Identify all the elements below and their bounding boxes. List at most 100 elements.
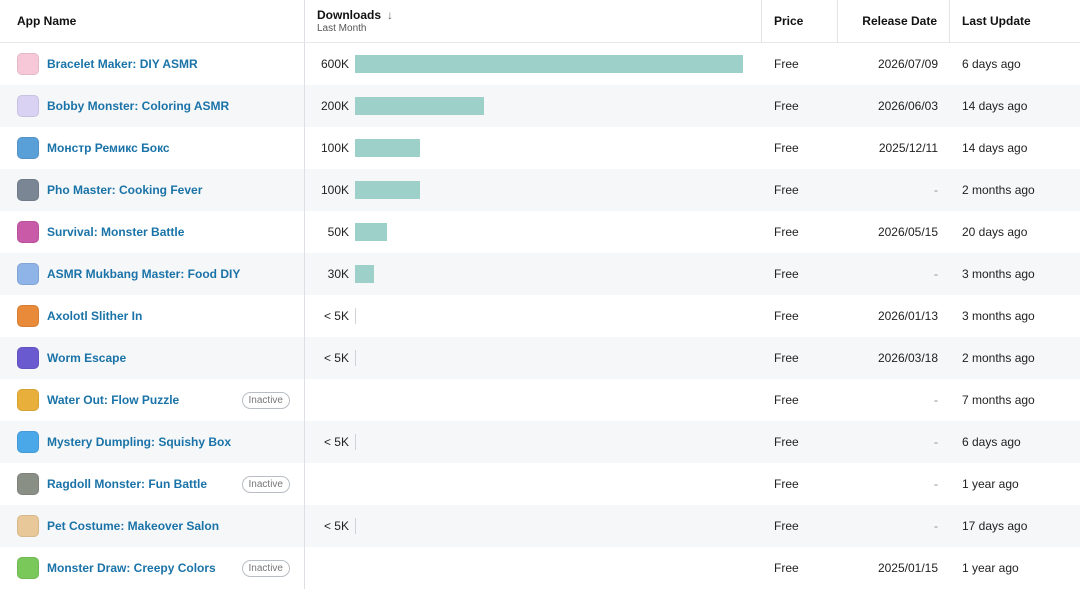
ragdoll-icon[interactable] bbox=[17, 473, 39, 495]
last-update-value: 2 months ago bbox=[962, 351, 1035, 365]
app-name-link[interactable]: Axolotl Slither In bbox=[47, 309, 143, 323]
price-cell: Free bbox=[762, 169, 838, 211]
downloads-cell: 200K bbox=[305, 85, 762, 127]
last-update-value: 17 days ago bbox=[962, 519, 1028, 533]
table-row[interactable]: Axolotl Slither In < 5K Free 2026/01/13 3 mo… bbox=[0, 295, 1080, 337]
header-price[interactable]: Price bbox=[762, 0, 838, 42]
last-update-value: 6 days ago bbox=[962, 435, 1021, 449]
draw-icon[interactable] bbox=[17, 557, 39, 579]
downloads-value: 100K bbox=[320, 141, 349, 155]
table-row[interactable]: Monster Draw: Creepy Colors Inactive Free 2… bbox=[0, 547, 1080, 589]
app-name-link[interactable]: Pho Master: Cooking Fever bbox=[47, 183, 203, 197]
release-date-cell: - bbox=[838, 379, 950, 421]
app-name-link[interactable]: Mystery Dumpling: Squishy Box bbox=[47, 435, 232, 449]
axolotl-icon[interactable] bbox=[17, 305, 39, 327]
sort-descending-icon[interactable]: ↓ bbox=[387, 8, 394, 22]
downloads-value: 600K bbox=[320, 57, 349, 71]
last-update-cell: 20 days ago bbox=[950, 211, 1080, 253]
table-row[interactable]: Pet Costume: Makeover Salon < 5K Free - 17 d… bbox=[0, 505, 1080, 547]
downloads-bar-track bbox=[355, 55, 745, 73]
water-icon[interactable] bbox=[17, 389, 39, 411]
table-row[interactable]: Монстр Ремикс Бокс 100K Free 2025/12/11 14 d… bbox=[0, 127, 1080, 169]
price-cell: Free bbox=[762, 505, 838, 547]
price-cell: Free bbox=[762, 547, 838, 589]
downloads-value: 100K bbox=[320, 183, 349, 197]
downloads-bar-empty bbox=[355, 308, 356, 324]
table-row[interactable]: Bracelet Maker: DIY ASMR 600K Free 2026/07/… bbox=[0, 43, 1080, 85]
worm-icon[interactable] bbox=[17, 347, 39, 369]
release-date-value: 2026/06/03 bbox=[877, 99, 938, 113]
table-row[interactable]: Mystery Dumpling: Squishy Box < 5K Free - 6 … bbox=[0, 421, 1080, 463]
release-date-value: 2026/07/09 bbox=[877, 57, 938, 71]
app-name-cell: Axolotl Slither In bbox=[0, 295, 305, 337]
bracelet-icon[interactable] bbox=[17, 53, 39, 75]
app-name-link[interactable]: Pet Costume: Makeover Salon bbox=[47, 519, 220, 533]
downloads-cell: 100K bbox=[305, 127, 762, 169]
app-name-link[interactable]: Worm Escape bbox=[47, 351, 127, 365]
remix-box-icon[interactable] bbox=[17, 137, 39, 159]
downloads-bar bbox=[355, 181, 420, 199]
release-date-value: 2025/12/11 bbox=[878, 141, 938, 155]
last-update-value: 6 days ago bbox=[962, 57, 1021, 71]
app-name-cell: Water Out: Flow Puzzle Inactive bbox=[0, 379, 305, 421]
pet-icon[interactable] bbox=[17, 515, 39, 537]
inactive-badge: Inactive bbox=[241, 391, 290, 409]
table-row[interactable]: Water Out: Flow Puzzle Inactive Free - 7 mon… bbox=[0, 379, 1080, 421]
app-name-link[interactable]: Monster Draw: Creepy Colors bbox=[47, 561, 216, 575]
table-row[interactable]: ASMR Mukbang Master: Food DIY 30K Free - 3 m… bbox=[0, 253, 1080, 295]
dumpling-icon[interactable] bbox=[17, 431, 39, 453]
table-row[interactable]: Ragdoll Monster: Fun Battle Inactive Free -… bbox=[0, 463, 1080, 505]
header-last-update[interactable]: Last Update bbox=[950, 0, 1080, 42]
battle-icon[interactable] bbox=[17, 221, 39, 243]
table-row[interactable]: Survival: Monster Battle 50K Free 2026/05/1… bbox=[0, 211, 1080, 253]
price-value: Free bbox=[774, 561, 799, 575]
price-value: Free bbox=[774, 477, 799, 491]
last-update-cell: 3 months ago bbox=[950, 253, 1080, 295]
price-value: Free bbox=[774, 57, 799, 71]
downloads-bar-track bbox=[355, 223, 745, 241]
price-cell: Free bbox=[762, 295, 838, 337]
header-price-label: Price bbox=[774, 14, 804, 28]
app-name-link[interactable]: Survival: Monster Battle bbox=[47, 225, 185, 239]
last-update-value: 7 months ago bbox=[962, 393, 1035, 407]
downloads-value: 50K bbox=[327, 225, 349, 239]
downloads-value: 30K bbox=[327, 267, 349, 281]
header-app-name[interactable]: App Name bbox=[0, 0, 305, 42]
table-row[interactable]: Worm Escape < 5K Free 2026/03/18 2 months ag… bbox=[0, 337, 1080, 379]
app-name-link[interactable]: Bobby Monster: Coloring ASMR bbox=[47, 99, 230, 113]
price-value: Free bbox=[774, 267, 799, 281]
downloads-bar-track bbox=[355, 265, 745, 283]
price-value: Free bbox=[774, 351, 799, 365]
app-name-link[interactable]: Bracelet Maker: DIY ASMR bbox=[47, 57, 198, 71]
app-name-cell: Pet Costume: Makeover Salon bbox=[0, 505, 305, 547]
release-date-value: - bbox=[934, 183, 938, 197]
app-name-cell: Monster Draw: Creepy Colors Inactive bbox=[0, 547, 305, 589]
header-downloads[interactable]: Downloads ↓ Last Month bbox=[305, 0, 762, 42]
app-name-link[interactable]: ASMR Mukbang Master: Food DIY bbox=[47, 267, 241, 281]
downloads-bar-empty bbox=[355, 350, 356, 366]
downloads-cell bbox=[305, 547, 762, 589]
downloads-bar bbox=[355, 55, 743, 73]
price-value: Free bbox=[774, 435, 799, 449]
app-name-cell: Worm Escape bbox=[0, 337, 305, 379]
last-update-cell: 17 days ago bbox=[950, 505, 1080, 547]
release-date-value: 2025/01/15 bbox=[877, 561, 938, 575]
monster-icon[interactable] bbox=[17, 95, 39, 117]
downloads-bar-track bbox=[355, 433, 745, 451]
app-name-link[interactable]: Ragdoll Monster: Fun Battle bbox=[47, 477, 207, 491]
pho-icon[interactable] bbox=[17, 179, 39, 201]
mukbang-icon[interactable] bbox=[17, 263, 39, 285]
app-name-link[interactable]: Монстр Ремикс Бокс bbox=[47, 141, 170, 155]
downloads-value: < 5K bbox=[323, 435, 349, 449]
app-name-link[interactable]: Water Out: Flow Puzzle bbox=[47, 393, 180, 407]
inactive-badge: Inactive bbox=[241, 559, 290, 577]
price-value: Free bbox=[774, 141, 799, 155]
last-update-value: 14 days ago bbox=[962, 99, 1028, 113]
table-row[interactable]: Bobby Monster: Coloring ASMR 200K Free 2026… bbox=[0, 85, 1080, 127]
release-date-cell: 2026/07/09 bbox=[838, 43, 950, 85]
table-row[interactable]: Pho Master: Cooking Fever 100K Free - 2 mont… bbox=[0, 169, 1080, 211]
release-date-cell: 2026/01/13 bbox=[838, 295, 950, 337]
header-last-update-label: Last Update bbox=[962, 14, 1031, 28]
header-release-date[interactable]: Release Date bbox=[838, 0, 950, 42]
